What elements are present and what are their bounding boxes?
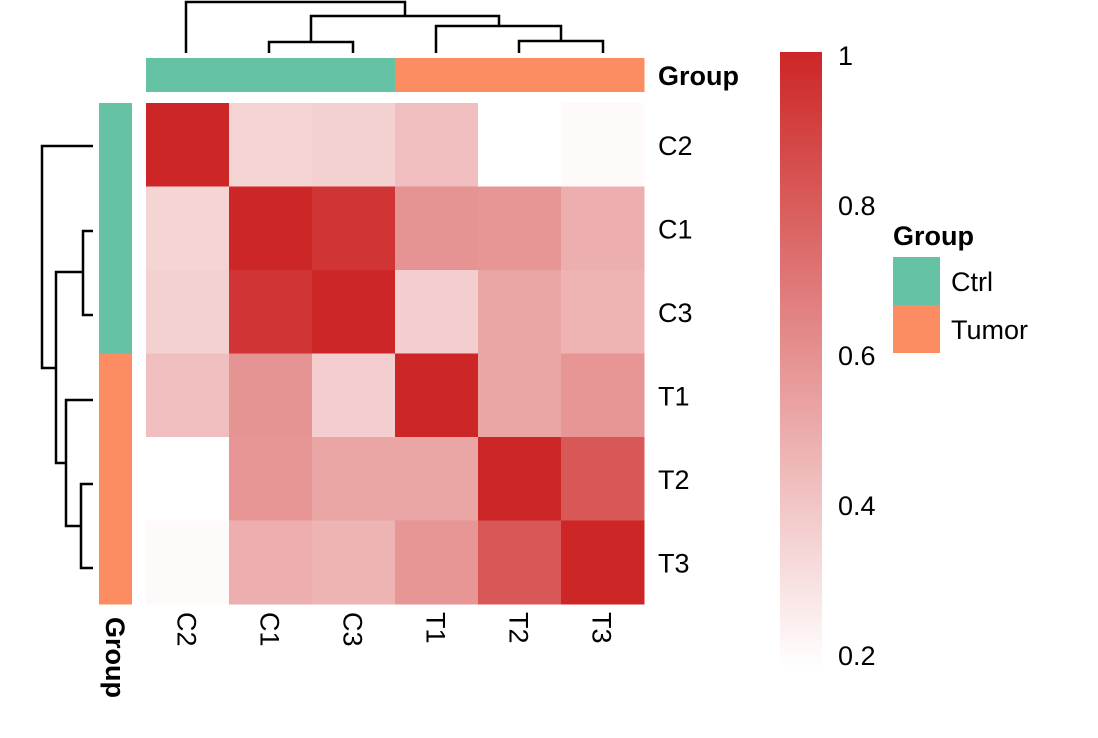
heatmap-cell-T1-T2: [478, 353, 562, 438]
heatmap-cell-C3-T3: [561, 270, 645, 354]
col-dend-rest: [309, 14, 501, 42]
legend-title: Group: [893, 221, 974, 251]
row-dend-c1c3: [81, 229, 93, 317]
heatmap-cell-T3-T3: [561, 520, 645, 605]
heatmap-cell-T3-T1: [395, 520, 479, 605]
column-group-annotation-bar: [146, 58, 645, 92]
heatmap-cell-T2-C3: [312, 437, 396, 521]
column-label: C2: [172, 612, 202, 647]
row-annotation-cell: [99, 353, 132, 438]
column-dendrogram: [184, 0, 605, 53]
heatmap-cell-C2-T1: [395, 103, 479, 187]
column-annotation-cell: [312, 58, 396, 92]
color-scale-bar: [780, 52, 822, 668]
column-annotation-cell: [395, 58, 479, 92]
col-dend-c1c3: [267, 40, 355, 53]
column-annotation-title: Group: [658, 61, 739, 91]
row-dendrogram: [40, 144, 93, 570]
row-label: T3: [658, 548, 690, 578]
heatmap-cell-C1-T1: [395, 186, 479, 271]
legend-label: Ctrl: [951, 267, 993, 297]
heatmap-cell-C1-C1: [229, 186, 313, 271]
row-dend-tumor: [64, 398, 93, 528]
heatmap-cell-T2-C1: [229, 437, 313, 521]
heatmap-cell-C3-T1: [395, 270, 479, 354]
heatmap-cell-T3-C2: [146, 520, 230, 605]
group-legend: Ctrl Tumor: [893, 257, 1028, 353]
row-dend-rest: [54, 270, 83, 465]
color-scale-tick-label: 0.4: [838, 491, 876, 521]
heatmap-cell-T3-T2: [478, 520, 562, 605]
row-annotation-cell: [99, 437, 132, 521]
legend-swatch-ctrl: [893, 257, 940, 305]
column-label: T2: [504, 612, 534, 644]
heatmap-cell-C3-C2: [146, 270, 230, 354]
col-dend-tumor: [434, 24, 563, 53]
row-annotation-cell: [99, 186, 132, 271]
color-scale-tick-label: 0.6: [838, 341, 876, 371]
legend-swatch-tumor: [893, 305, 940, 353]
heatmap-cell-C2-C1: [229, 103, 313, 187]
heatmap-cell-C1-C2: [146, 186, 230, 271]
heatmap-cell-C3-C1: [229, 270, 313, 354]
heatmap-cell-T3-C1: [229, 520, 313, 605]
heatmap-cell-T1-T1: [395, 353, 479, 438]
column-label: C3: [338, 612, 368, 647]
row-label: C1: [658, 214, 693, 244]
heatmap-cell-T1-C3: [312, 353, 396, 438]
color-scale-tick-label: 0.8: [838, 191, 876, 221]
color-scale-tick-label: 1: [838, 41, 853, 71]
row-labels: C2 C1 C3 T1 T2 T3: [658, 131, 693, 579]
column-labels: C2 C1 C3 T1 T2 T3: [172, 612, 617, 647]
color-scale-tick-label: 0.2: [838, 641, 876, 671]
row-label: T2: [658, 465, 690, 495]
color-scale-ticks: 1 0.8 0.6 0.4 0.2: [838, 41, 876, 671]
column-label: T1: [421, 612, 451, 644]
heatmap-cell-T3-C3: [312, 520, 396, 605]
column-label: C1: [255, 612, 285, 647]
heatmap-cell-C1-T2: [478, 186, 562, 271]
heatmap-cell-C1-C3: [312, 186, 396, 271]
row-label: C3: [658, 298, 693, 328]
heatmap-cells: [146, 103, 645, 605]
row-label: C2: [658, 131, 693, 161]
row-dend-t2t3: [79, 482, 93, 570]
row-annotation-cell: [99, 270, 132, 354]
column-annotation-cell: [229, 58, 313, 92]
heatmap-cell-T2-T1: [395, 437, 479, 521]
column-annotation-cell: [478, 58, 562, 92]
heatmap-cell-T1-T3: [561, 353, 645, 438]
row-dend-root: [40, 144, 93, 370]
column-label: T3: [587, 612, 617, 644]
column-annotation-cell: [146, 58, 230, 92]
row-annotation-title: Group: [100, 617, 130, 698]
row-group-annotation-bar: [99, 103, 132, 605]
heatmap-cell-C3-T2: [478, 270, 562, 354]
row-label: T1: [658, 381, 690, 411]
heatmap-cell-C3-C3: [312, 270, 396, 354]
heatmap-cell-C1-T3: [561, 186, 645, 271]
heatmap-cell-C2-C3: [312, 103, 396, 187]
heatmap-cell-C2-T2: [478, 103, 562, 187]
heatmap-cell-T2-C2: [146, 437, 230, 521]
col-dend-root: [184, 0, 407, 53]
heatmap-cell-T2-T2: [478, 437, 562, 521]
col-dend-t2t3: [517, 39, 605, 53]
row-annotation-cell: [99, 520, 132, 605]
legend-label: Tumor: [951, 315, 1028, 345]
heatmap-cell-C2-T3: [561, 103, 645, 187]
row-annotation-cell: [99, 103, 132, 187]
heatmap-cell-T1-C1: [229, 353, 313, 438]
heatmap-cell-T1-C2: [146, 353, 230, 438]
heatmap-cell-C2-C2: [146, 103, 230, 187]
heatmap-cell-T2-T3: [561, 437, 645, 521]
column-annotation-cell: [561, 58, 645, 92]
